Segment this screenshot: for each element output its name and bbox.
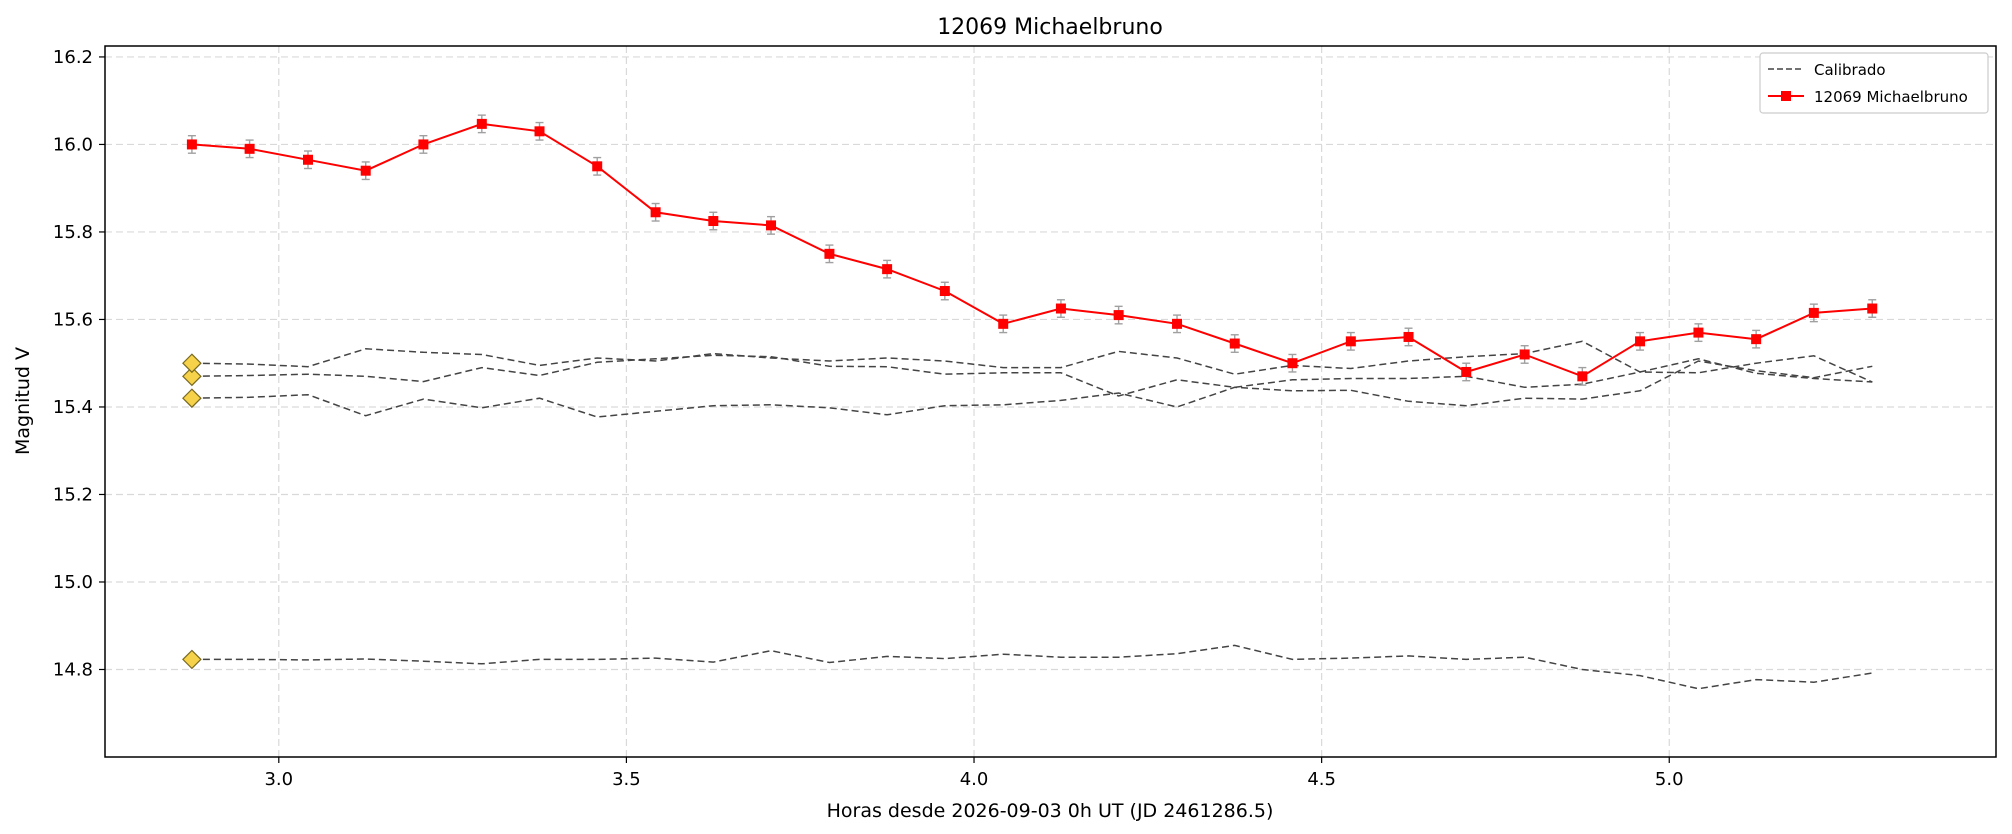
data-point	[824, 248, 835, 259]
y-tick-label: 15.6	[53, 309, 93, 330]
y-tick-label: 16.2	[53, 47, 93, 68]
data-point	[476, 118, 487, 129]
data-point	[1635, 336, 1646, 347]
legend-label-calibrado: Calibrado	[1814, 61, 1886, 79]
legend-marker-target	[1781, 91, 1791, 101]
calibrated-star-line	[191, 360, 1873, 418]
x-tick-label: 4.0	[960, 769, 989, 790]
data-point	[1229, 338, 1240, 349]
data-point	[418, 139, 429, 150]
data-point	[360, 165, 371, 176]
x-tick-label: 4.5	[1307, 769, 1336, 790]
calibrated-star-line	[191, 340, 1873, 383]
data-point	[1867, 303, 1878, 314]
data-point	[1113, 310, 1124, 321]
data-point	[939, 286, 950, 297]
asteroid-series-line	[191, 122, 1873, 378]
series-layer	[186, 114, 1878, 690]
x-axis-label: Horas desde 2026-09-03 0h UT (JD 2461286…	[827, 800, 1274, 822]
data-point	[1055, 303, 1066, 314]
x-tick-label: 3.0	[264, 769, 293, 790]
data-point	[1287, 358, 1298, 369]
y-tick-label: 15.2	[53, 484, 93, 505]
y-tick-label: 15.8	[53, 222, 93, 243]
data-point	[1577, 371, 1588, 382]
data-point	[766, 220, 777, 231]
x-tick-label: 5.0	[1655, 769, 1684, 790]
data-point	[592, 161, 603, 172]
start-diamond-marker	[182, 649, 202, 670]
data-point	[534, 126, 545, 137]
x-axis: 3.0 3.5 4.0 4.5 5.0	[264, 757, 1684, 790]
start-diamond-marker	[182, 388, 202, 409]
plot-frame	[104, 45, 1997, 758]
y-axis-label: Magnitud V	[12, 347, 34, 455]
start-markers	[182, 353, 202, 670]
data-point	[1172, 318, 1183, 329]
chart-title: 12069 Michaelbruno	[937, 15, 1163, 40]
start-diamond-marker	[182, 353, 202, 374]
y-tick-label: 16.0	[53, 134, 93, 155]
data-point	[998, 318, 1009, 329]
data-point	[186, 139, 197, 150]
data-point	[1403, 331, 1414, 342]
y-axis: 14.8 15.0 15.2 15.4 15.6 15.8 16.0 16.2	[53, 47, 105, 680]
data-point	[1751, 334, 1762, 345]
y-tick-label: 14.8	[53, 659, 93, 680]
data-point	[303, 154, 314, 165]
legend-label-target: 12069 Michaelbruno	[1814, 88, 1968, 106]
data-point	[244, 143, 255, 154]
calibrated-star-line	[191, 354, 1873, 397]
data-point	[708, 216, 719, 227]
data-point	[650, 207, 661, 218]
data-point	[1693, 327, 1704, 338]
x-tick-label: 3.5	[612, 769, 641, 790]
data-point	[882, 264, 893, 275]
data-point	[1519, 349, 1530, 360]
start-diamond-marker	[182, 366, 202, 387]
data-point	[1345, 336, 1356, 347]
grid	[105, 46, 1996, 757]
legend-box	[1759, 52, 1989, 114]
y-tick-label: 15.0	[53, 572, 93, 593]
data-point	[1461, 366, 1472, 377]
calibrated-star-line	[191, 644, 1873, 690]
legend: Calibrado 12069 Michaelbruno	[1759, 52, 1989, 114]
y-tick-label: 15.4	[53, 397, 93, 418]
data-point	[1808, 307, 1819, 318]
